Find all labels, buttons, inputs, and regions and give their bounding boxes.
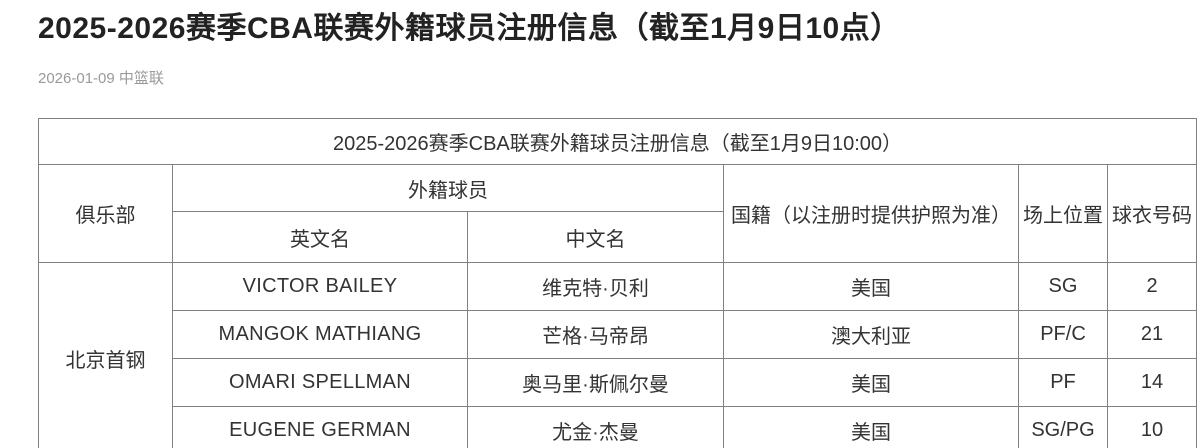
player-jersey-number: 14 [1106, 358, 1198, 407]
club-name-cell: 北京首钢 [38, 262, 173, 448]
player-position: PF [1018, 358, 1108, 407]
player-jersey-number: 10 [1106, 406, 1198, 448]
table-row: OMARI SPELLMAN 奥马里·斯佩尔曼 美国 PF 14 [39, 358, 1198, 407]
players-registration-table: 2025-2026赛季CBA联赛外籍球员注册信息（截至1月9日10:00） 俱乐… [37, 118, 1198, 448]
table-caption-row: 2025-2026赛季CBA联赛外籍球员注册信息（截至1月9日10:00） [37, 118, 1198, 165]
table-row: 北京首钢 VICTOR BAILEY 维克特·贝利 美国 SG 2 [38, 262, 1198, 448]
player-english-name: OMARI SPELLMAN [172, 358, 468, 407]
player-nationality: 美国 [723, 262, 1019, 311]
table-header-row-1: 俱乐部 外籍球员 国籍（以注册时提供护照为准） 场上位置 球衣号码 [38, 164, 1198, 263]
player-chinese-name: 尤金·杰曼 [467, 406, 724, 448]
player-position: SG [1018, 262, 1108, 311]
player-chinese-name: 维克特·贝利 [467, 262, 724, 311]
header-nationality: 国籍（以注册时提供护照为准） [723, 164, 1019, 263]
player-jersey-number: 2 [1106, 262, 1198, 311]
page-title: 2025-2026赛季CBA联赛外籍球员注册信息（截至1月9日10点） [38, 12, 901, 45]
player-english-name: EUGENE GERMAN [172, 406, 468, 448]
table-header-row-2: 英文名 中文名 [39, 211, 1197, 263]
table-caption: 2025-2026赛季CBA联赛外籍球员注册信息（截至1月9日10:00） [37, 118, 1198, 165]
table-row: MANGOK MATHIANG 芒格·马帝昂 澳大利亚 PF/C 21 [39, 310, 1198, 359]
article-meta: 2026-01-09 中篮联 [38, 70, 164, 87]
header-club: 俱乐部 [38, 164, 173, 263]
table-row: EUGENE GERMAN 尤金·杰曼 美国 SG/PG 10 [39, 406, 1198, 448]
header-chinese-name: 中文名 [467, 211, 724, 263]
header-english-name: 英文名 [172, 211, 468, 263]
player-jersey-number: 21 [1106, 310, 1198, 359]
player-english-name: MANGOK MATHIANG [172, 310, 468, 359]
player-chinese-name: 芒格·马帝昂 [467, 310, 724, 359]
player-nationality: 美国 [723, 358, 1019, 407]
header-position: 场上位置 [1018, 164, 1108, 263]
header-foreign-player: 外籍球员 [172, 164, 724, 212]
header-jersey-number: 球衣号码 [1106, 164, 1198, 263]
player-nationality: 美国 [723, 406, 1019, 448]
player-position: PF/C [1018, 310, 1108, 359]
player-chinese-name: 奥马里·斯佩尔曼 [467, 358, 724, 407]
player-english-name: VICTOR BAILEY [172, 262, 468, 311]
player-nationality: 澳大利亚 [723, 310, 1019, 359]
player-position: SG/PG [1018, 406, 1108, 448]
